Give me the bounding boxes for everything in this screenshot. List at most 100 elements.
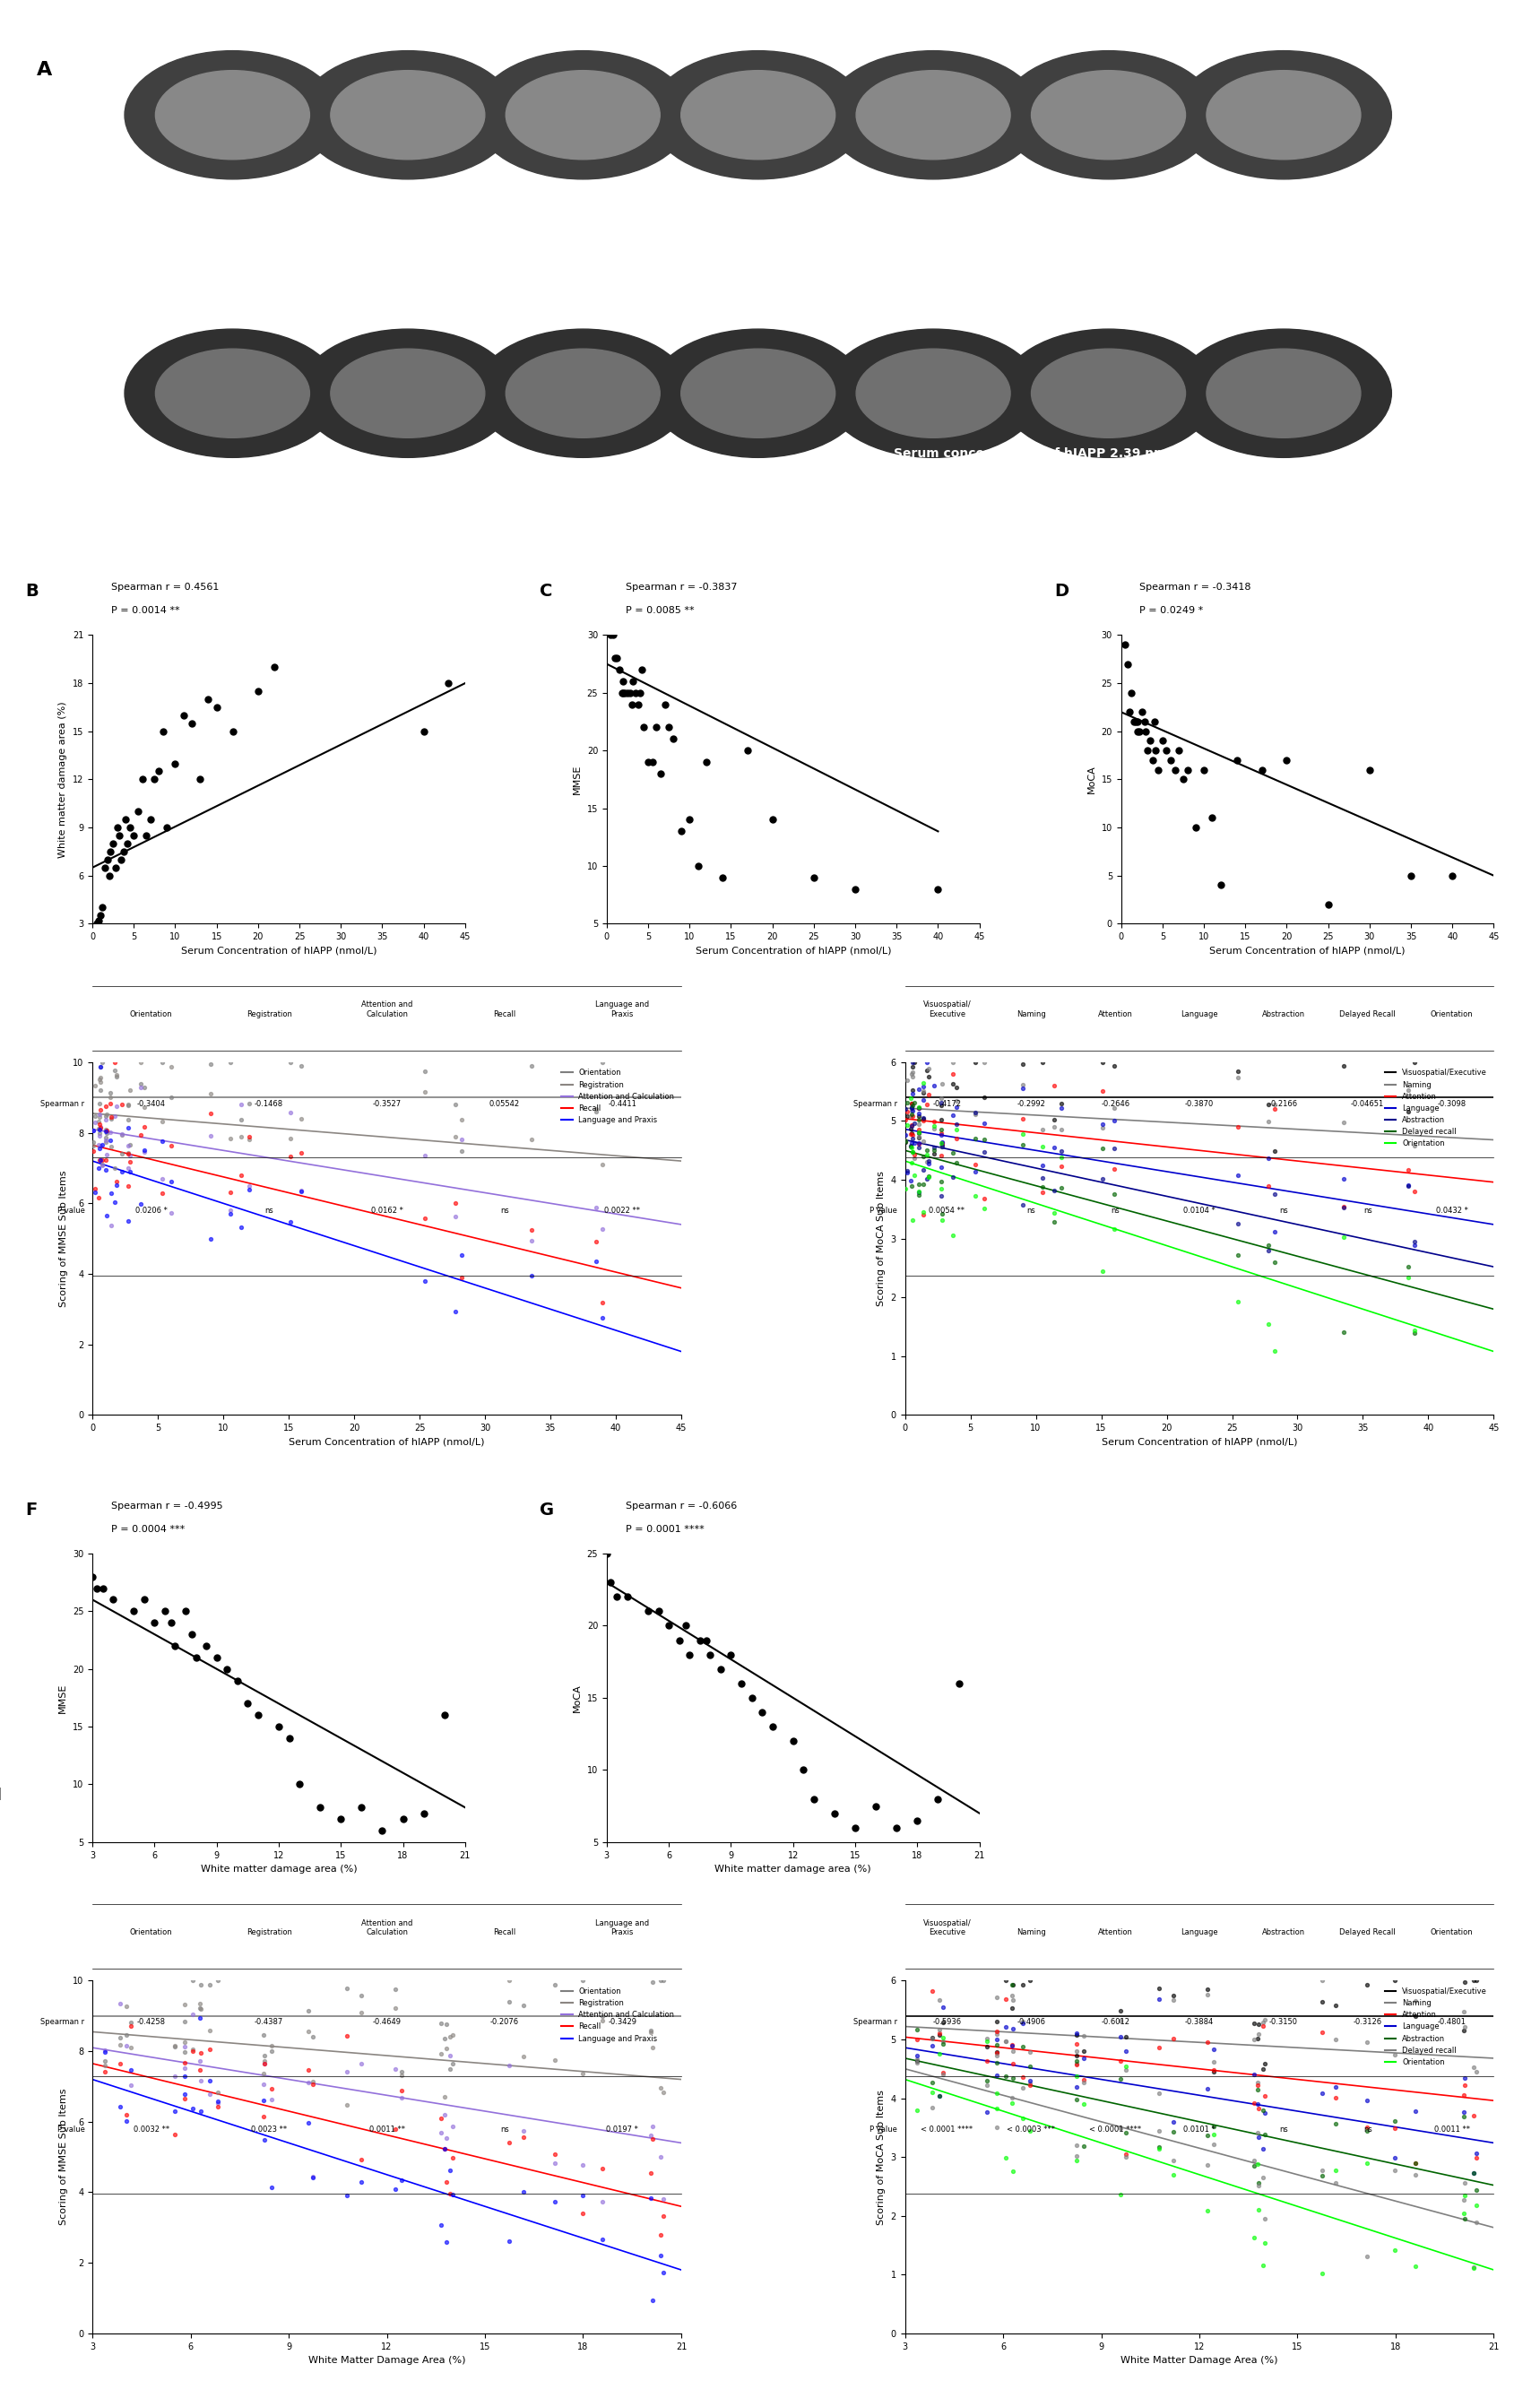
Point [907,1114,932,1152]
Point [172,1986,197,2024]
Point [899,1088,924,1126]
Point [434,2005,459,2043]
Point [570,2195,594,2233]
X-axis label: Serum Concentration of hIAPP (nmol/L): Serum Concentration of hIAPP (nmol/L) [180,945,377,955]
Text: 0.0162 *: 0.0162 * [371,1207,403,1214]
Point [610,674,634,712]
Point [1226,1060,1250,1098]
Text: ns: ns [265,1207,274,1214]
Point [1463,2171,1488,2210]
Point [1090,1071,1115,1110]
Point [1147,2129,1172,2167]
Point [708,1650,733,1688]
Point [1261,1090,1286,1129]
Point [962,1093,987,1131]
Point [901,1043,926,1081]
Point [906,1105,930,1143]
Point [88,1126,112,1164]
Point [116,1110,140,1148]
Point [286,1764,311,1802]
Text: -0.3098: -0.3098 [1437,1100,1466,1107]
Point [1103,1048,1127,1086]
Text: ns: ns [1363,1207,1372,1214]
Point [86,902,111,940]
Point [984,2033,1009,2071]
Point [1355,2024,1380,2062]
Point [927,2017,952,2055]
Point [932,2052,956,2091]
Text: Language and
Praxis: Language and Praxis [596,1919,650,1936]
Point [229,1157,254,1195]
Point [624,674,648,712]
Point [993,2138,1018,2176]
Point [197,1964,222,2002]
Point [906,1171,930,1210]
Ellipse shape [505,350,661,438]
Point [1395,1257,1420,1295]
Point [907,1114,932,1152]
Point [1072,2017,1096,2055]
Point [922,1131,947,1169]
Point [906,1071,930,1110]
Point [390,2162,414,2200]
Point [1383,2231,1408,2269]
Text: 0.0011 **: 0.0011 ** [370,2126,405,2133]
Point [197,2074,222,2112]
Text: ns: ns [1110,1207,1120,1214]
Text: B: B [25,583,38,600]
Point [1403,1312,1428,1350]
Point [383,2050,408,2088]
Point [1241,2019,1266,2057]
Point [944,1110,969,1148]
Point [792,1750,816,1788]
Point [92,2031,117,2069]
Point [262,648,286,686]
Point [906,2041,930,2079]
Point [162,2057,186,2095]
Point [109,1152,134,1190]
Point [922,1133,947,1171]
Legend: Orientation, Registration, Attention and Calculation, Recall, Language and Praxi: Orientation, Registration, Attention and… [559,1983,678,2045]
Point [895,1062,919,1100]
Point [519,1221,544,1260]
Point [922,1107,947,1145]
Point [1113,626,1138,664]
Point [1461,1962,1486,2000]
Point [919,2026,944,2064]
Point [1161,2019,1186,2057]
Text: C: C [539,583,553,600]
Point [822,1795,847,1833]
Point [639,2117,664,2155]
Ellipse shape [825,50,1041,179]
Point [109,1133,134,1171]
Point [1463,2136,1488,2174]
Point [94,1136,119,1174]
Point [114,2017,139,2055]
Point [999,1967,1024,2005]
Point [1332,1160,1357,1198]
Point [180,2091,205,2129]
Point [1355,2238,1380,2276]
Point [199,1219,223,1257]
Point [898,1098,922,1136]
Point [1403,2145,1428,2183]
Ellipse shape [681,350,835,438]
Text: P = 0.0001 ****: P = 0.0001 **** [625,1524,704,1533]
Point [128,1117,152,1155]
Point [590,2183,614,2221]
Point [1163,750,1187,788]
Point [99,1079,123,1117]
Point [1161,2112,1186,2150]
Point [922,1067,947,1105]
Point [290,1048,314,1086]
Point [251,2081,276,2119]
Point [901,1119,926,1157]
Text: ns: ns [1363,2126,1372,2133]
Ellipse shape [125,329,340,457]
Point [86,1102,111,1140]
Point [1010,2002,1035,2041]
Text: Language: Language [1181,1010,1218,1019]
Point [109,1114,134,1152]
Point [901,1093,926,1131]
Ellipse shape [1206,350,1361,438]
